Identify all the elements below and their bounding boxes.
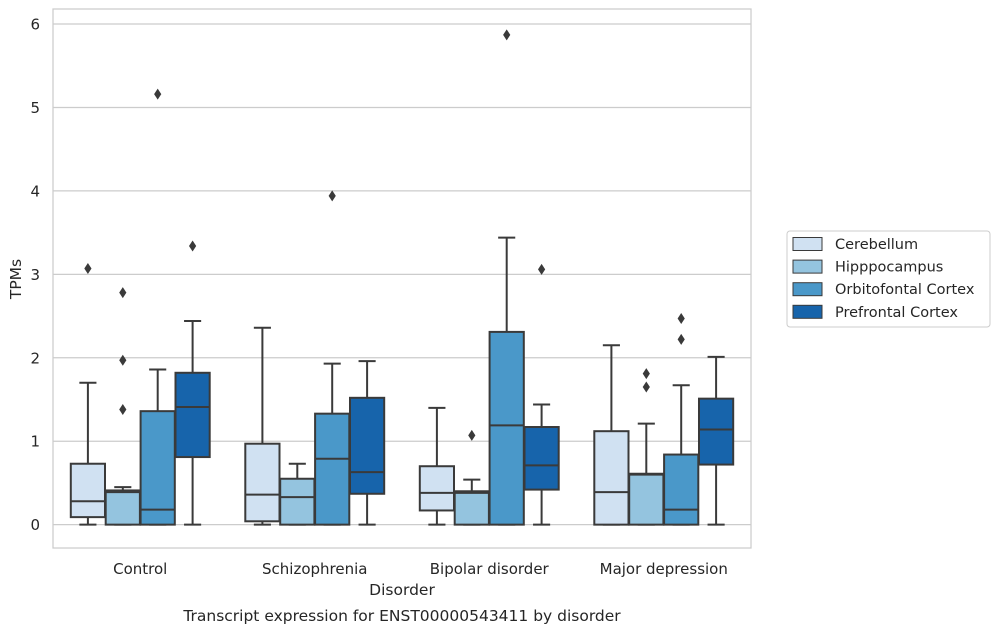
legend-swatch: [792, 259, 823, 274]
plot-frame: [52, 8, 752, 549]
outlier-point: [154, 88, 162, 100]
outlier-point: [503, 29, 511, 41]
legend: Cerebellum Hipppocampus Orbitofontal Corte…: [786, 230, 991, 328]
outlier-point: [189, 240, 197, 252]
box-group: [697, 355, 735, 526]
box-group: [139, 88, 176, 526]
box-group: [523, 263, 560, 526]
legend-swatch: [792, 237, 823, 251]
y-tick-label: 3: [30, 266, 40, 284]
y-axis-label: TPMs: [7, 259, 25, 300]
box: [69, 462, 107, 519]
legend-label: Prefrontal Cortex: [835, 305, 958, 321]
legend-frame: [786, 230, 991, 328]
legend-swatch: [792, 282, 823, 297]
y-tick-label: 1: [30, 433, 40, 451]
outlier-point: [119, 403, 127, 415]
y-tick-label: 6: [30, 16, 40, 34]
x-tick-label: Major depression: [600, 560, 728, 578]
box: [628, 472, 665, 526]
box: [314, 412, 351, 526]
x-axis-label: Disorder: [369, 581, 435, 599]
box-group: [174, 240, 211, 526]
box-group: [488, 29, 525, 526]
box: [348, 396, 386, 495]
outlier-point: [677, 313, 685, 325]
legend-label: Hipppocampus: [835, 260, 943, 276]
box-groups: [69, 29, 735, 526]
box-group: [244, 326, 281, 526]
y-axis-ticks: 0 1 2 3 4 5 6: [30, 16, 40, 535]
box: [139, 410, 176, 526]
chart-caption: Transcript expression for ENST0000054341…: [182, 607, 621, 625]
x-tick-label: Bipolar disorder: [430, 560, 550, 578]
legend-swatch: [792, 304, 823, 319]
box: [663, 453, 700, 526]
y-tick-label: 5: [30, 99, 40, 117]
outlier-point: [84, 262, 92, 274]
box: [174, 371, 211, 459]
box: [453, 490, 490, 526]
outlier-point: [642, 381, 650, 393]
box-group: [69, 262, 107, 526]
box: [418, 465, 456, 512]
outlier-point: [642, 368, 650, 380]
box: [593, 430, 630, 526]
outlier-point: [677, 333, 685, 345]
box: [279, 477, 316, 526]
outlier-point: [538, 263, 546, 275]
box-group: [628, 368, 665, 526]
x-tick-label: Control: [113, 560, 167, 578]
x-tick-label: Schizophrenia: [262, 560, 367, 578]
box: [104, 489, 141, 526]
box-group: [593, 344, 630, 526]
outlier-point: [119, 287, 127, 299]
box-group: [663, 313, 700, 526]
box: [244, 442, 281, 523]
box-group: [453, 429, 490, 526]
outlier-point: [468, 429, 476, 441]
box-group: [104, 287, 141, 526]
box-group: [348, 360, 386, 526]
y-tick-label: 2: [30, 349, 40, 367]
legend-label: Cerebellum: [835, 237, 918, 253]
legend-label: Orbitofontal Cortex: [835, 282, 975, 298]
y-tick-label: 4: [30, 182, 40, 200]
box: [523, 426, 560, 491]
outlier-point: [119, 354, 127, 366]
outlier-point: [328, 190, 336, 202]
box: [488, 330, 525, 526]
box-group: [279, 462, 316, 526]
box: [697, 397, 735, 466]
x-axis-ticks: Control Schizophrenia Bipolar disorder Majo…: [113, 560, 728, 578]
box-group: [418, 406, 456, 526]
y-tick-label: 0: [30, 516, 40, 534]
